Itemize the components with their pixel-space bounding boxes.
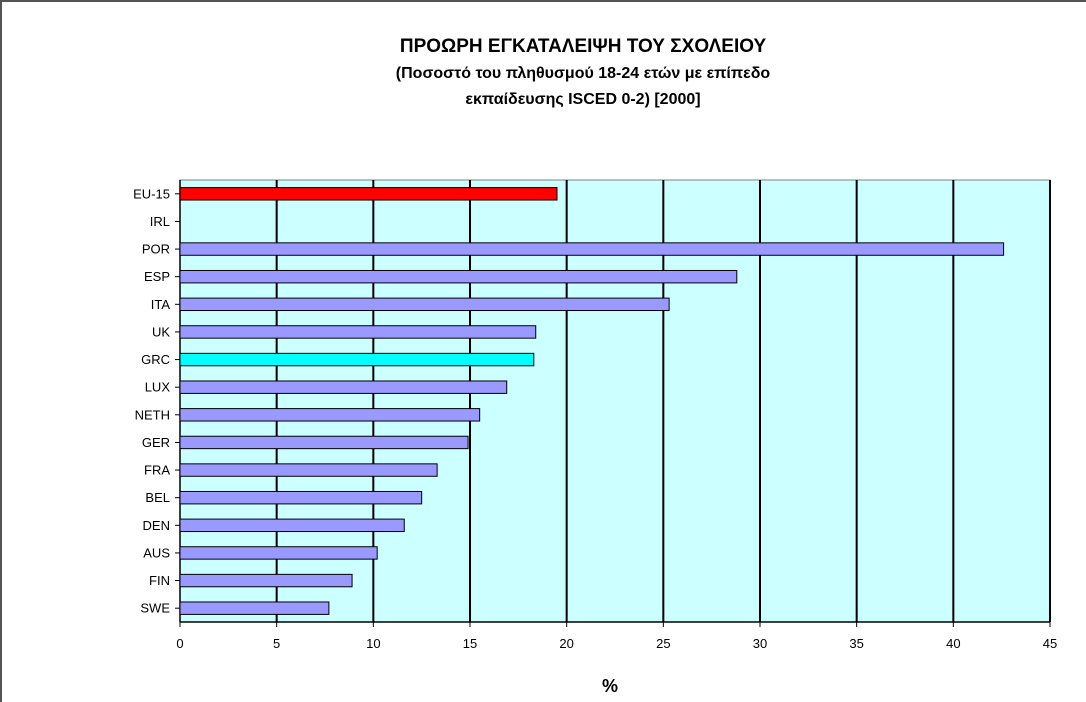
bar-ita: [179, 297, 670, 312]
bar-fra: [179, 463, 438, 477]
chart-subtitle-line-1: (Ποσοστό του πληθυσμού 18-24 ετών με επί…: [396, 65, 771, 82]
x-tick-label-10: 10: [366, 636, 380, 651]
bar-lux: [179, 380, 508, 394]
x-tick-label-45: 45: [1043, 636, 1057, 651]
category-label-den: DEN: [143, 518, 170, 533]
category-label-eu-15: EU-15: [133, 186, 170, 201]
category-labels: EU-15 IRL POR ESP ITA UK GRC LUX NETH GER FRA BEL DE…: [133, 186, 180, 616]
category-label-lux: LUX: [145, 380, 171, 395]
bars: [179, 187, 1005, 615]
x-tick-label-40: 40: [946, 636, 960, 651]
bar-esp: [179, 269, 738, 284]
category-label-swe: SWE: [140, 601, 170, 616]
bar-uk: [179, 325, 537, 339]
bar-neth: [179, 408, 481, 422]
x-tick-label-35: 35: [849, 636, 863, 651]
x-tick-label-15: 15: [463, 636, 477, 651]
x-axis-label: %: [602, 676, 618, 696]
category-label-bel: BEL: [145, 490, 170, 505]
category-label-ger: GER: [142, 435, 170, 450]
x-tick-labels: 0 5 10 15 20 25 30 35 40 45: [176, 636, 1057, 651]
category-label-neth: NETH: [135, 407, 170, 422]
bar-fin: [179, 573, 353, 588]
bar-ger: [179, 435, 469, 450]
chart-subtitle-line-2: εκπαίδευσης ISCED 0-2) [2000]: [465, 91, 700, 108]
bar-bel: [179, 490, 423, 505]
category-label-aus: AUS: [143, 545, 170, 560]
category-label-por: POR: [142, 242, 170, 257]
bar-aus: [179, 546, 378, 560]
category-label-fin: FIN: [149, 573, 170, 588]
x-tick-label-5: 5: [273, 636, 280, 651]
category-label-ita: ITA: [151, 297, 171, 312]
x-tick-label-0: 0: [176, 636, 183, 651]
bar-eu-15: [179, 187, 558, 201]
bar-por: [179, 242, 1005, 256]
category-label-grc: GRC: [141, 352, 170, 367]
bar-swe: [179, 601, 330, 615]
category-label-fra: FRA: [144, 463, 170, 478]
bar-den: [179, 518, 405, 533]
x-tick-label-20: 20: [559, 636, 573, 651]
chart-title: ΠΡΟΩΡΗ ΕΓΚΑΤΑΛΕΙΨΗ ΤΟΥ ΣΧΟΛΕΙΟΥ: [400, 36, 767, 57]
category-label-irl: IRL: [150, 214, 170, 229]
x-tick-label-25: 25: [656, 636, 670, 651]
category-label-esp: ESP: [144, 269, 170, 284]
x-tick-label-30: 30: [753, 636, 767, 651]
category-label-uk: UK: [152, 324, 170, 339]
bar-grc: [179, 352, 535, 367]
